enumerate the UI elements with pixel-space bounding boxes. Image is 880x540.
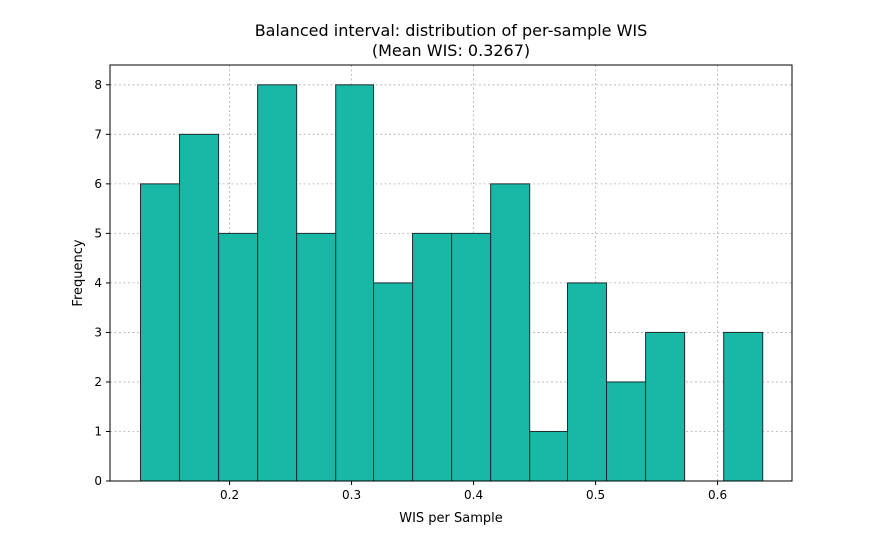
histogram-bar <box>335 84 375 482</box>
histogram-bar <box>490 183 531 482</box>
y-axis-label: Frequency <box>71 239 86 306</box>
histogram-bar <box>451 232 492 482</box>
x-axis-label: WIS per Sample <box>399 511 503 526</box>
y-tick-label: 3 <box>94 325 102 339</box>
histogram-bar <box>140 183 181 482</box>
x-tick-label: 0.4 <box>464 488 483 502</box>
histogram-bar <box>723 331 764 482</box>
histogram-bar <box>412 232 453 482</box>
y-tick-label: 5 <box>94 226 102 240</box>
chart-title: Balanced interval: distribution of per-s… <box>255 21 648 40</box>
x-tick-label: 0.3 <box>342 488 361 502</box>
histogram-bars <box>140 84 764 482</box>
histogram-bar <box>296 232 337 482</box>
histogram-bar <box>373 282 414 482</box>
y-tick-label: 8 <box>94 78 102 92</box>
histogram-bar <box>606 381 647 482</box>
y-tick-label: 2 <box>94 375 102 389</box>
histogram-bar <box>179 133 220 482</box>
histogram-bar <box>567 282 608 482</box>
axes: 0.2 0.3 0.4 0.5 0.6 0 1 2 3 4 5 6 7 8 <box>94 64 793 502</box>
y-tick-label: 1 <box>94 424 102 438</box>
x-tick-label: 0.6 <box>708 488 727 502</box>
histogram-bar <box>529 430 569 482</box>
y-tick-label: 6 <box>94 177 102 191</box>
plot-frame <box>109 64 793 482</box>
histogram-bar <box>257 84 298 482</box>
histogram-bar <box>645 331 686 482</box>
y-tick-label: 4 <box>94 276 102 290</box>
y-tick-label: 0 <box>94 474 102 488</box>
y-tick-label: 7 <box>94 127 102 141</box>
x-tick-label: 0.5 <box>586 488 605 502</box>
histogram-bar <box>218 232 259 482</box>
chart-subtitle: (Mean WIS: 0.3267) <box>372 41 530 60</box>
x-tick-label: 0.2 <box>220 488 239 502</box>
